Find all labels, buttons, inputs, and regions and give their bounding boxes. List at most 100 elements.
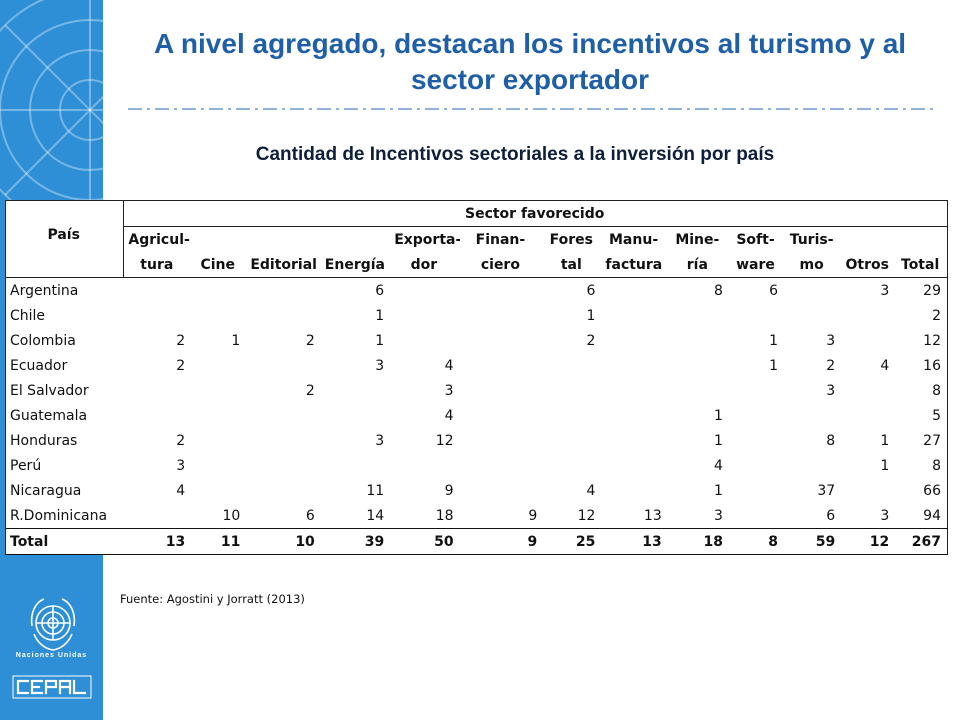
- value-cell: [460, 378, 544, 403]
- value-cell: [543, 378, 601, 403]
- value-cell: [601, 378, 667, 403]
- value-cell: [460, 403, 544, 428]
- value-cell: 6: [826, 507, 836, 524]
- value-cell: [321, 453, 390, 478]
- value-cell: 10: [246, 528, 321, 555]
- column-header-line1: Manu-: [609, 231, 659, 248]
- value-cell: [124, 503, 191, 529]
- column-header-line2: dor: [390, 252, 460, 278]
- value-cell: [668, 378, 729, 403]
- table-row: Nicaragua 4 11 9 4 1 37 66: [6, 478, 948, 503]
- value-cell: 4: [444, 357, 454, 374]
- country-cell: Perú: [10, 457, 42, 474]
- value-cell: 2: [586, 332, 596, 349]
- value-cell: [460, 478, 544, 503]
- value-cell: 1: [375, 307, 385, 324]
- value-cell: 18: [435, 507, 454, 524]
- value-cell: [321, 403, 390, 428]
- value-cell: 2: [176, 332, 186, 349]
- value-cell: 2: [176, 432, 186, 449]
- value-cell: [460, 328, 544, 353]
- value-cell: 4: [586, 482, 596, 499]
- value-cell: [601, 328, 667, 353]
- value-cell: [784, 303, 841, 328]
- value-cell: 2: [932, 307, 941, 324]
- value-cell: [784, 278, 841, 304]
- value-cell: [841, 478, 895, 503]
- value-cell: [390, 453, 459, 478]
- value-cell: 2: [826, 357, 836, 374]
- table-row: Guatemala 4 1 5: [6, 403, 948, 428]
- column-header-line1: [321, 227, 390, 253]
- value-cell: [191, 353, 246, 378]
- table-row: Honduras 2 3 12 1 8 1 27: [6, 428, 948, 453]
- value-cell: [784, 403, 841, 428]
- value-cell: 3: [880, 282, 890, 299]
- value-cell: 5: [932, 407, 941, 424]
- column-header-line2: Editorial: [246, 252, 321, 278]
- value-cell: 3: [444, 382, 454, 399]
- column-header-line2: tal: [543, 252, 602, 278]
- column-header-line2: mo: [784, 252, 842, 278]
- value-cell: 2: [176, 357, 186, 374]
- value-cell: 1: [375, 332, 385, 349]
- value-cell: 12: [435, 432, 454, 449]
- table-row: Ecuador 2 3 4 1 2 4 16: [6, 353, 948, 378]
- country-cell: Colombia: [10, 332, 76, 349]
- table-subtitle: Cantidad de Incentivos sectoriales a la …: [255, 144, 775, 165]
- value-cell: [460, 278, 544, 304]
- value-cell: [784, 453, 841, 478]
- value-cell: 11: [191, 528, 247, 555]
- value-cell: 8: [728, 528, 785, 555]
- column-header-line1: [895, 227, 947, 253]
- column-header-line2: tura: [123, 252, 192, 278]
- value-cell: 3: [375, 432, 385, 449]
- value-cell: 12: [841, 528, 896, 555]
- value-cell: 1: [769, 332, 779, 349]
- value-cell: 1: [231, 332, 241, 349]
- cepal-logo: [12, 675, 92, 699]
- country-cell: El Salvador: [10, 382, 89, 399]
- value-cell: [191, 453, 246, 478]
- page-title: A nivel agregado, destacan los incentivo…: [153, 28, 907, 95]
- value-cell: 3: [176, 457, 186, 474]
- value-cell: [729, 478, 784, 503]
- value-cell: [841, 303, 895, 328]
- value-cell: [668, 328, 729, 353]
- column-header-line2: factura: [601, 252, 668, 278]
- value-cell: [124, 378, 191, 403]
- value-cell: [729, 453, 784, 478]
- table-row: Argentina 6 6 8 6 3 29: [6, 278, 948, 304]
- value-cell: 11: [366, 482, 385, 499]
- value-cell: 50: [390, 528, 460, 555]
- value-cell: 13: [601, 528, 668, 555]
- total-row: Total 13 11 10 39 50 9 25 13 18 8 59 12 267: [5, 528, 948, 555]
- value-cell: [729, 428, 784, 453]
- value-cell: 1: [880, 457, 890, 474]
- value-cell: [601, 403, 667, 428]
- value-cell: 3: [880, 507, 890, 524]
- title-divider: [128, 108, 936, 110]
- column-header-line1: Agricul-: [128, 231, 190, 248]
- value-cell: 94: [923, 507, 941, 524]
- column-header-line1: [841, 227, 895, 253]
- column-header-line1: [191, 227, 246, 253]
- value-cell: [729, 503, 784, 529]
- country-cell: Guatemala: [10, 407, 88, 424]
- value-cell: [390, 303, 459, 328]
- value-cell: [841, 403, 895, 428]
- value-cell: [191, 303, 246, 328]
- country-cell: R.Dominicana: [10, 507, 108, 524]
- value-cell: 9: [444, 482, 454, 499]
- value-cell: 18: [667, 528, 729, 555]
- value-cell: 3: [826, 382, 836, 399]
- value-cell: 8: [714, 282, 723, 299]
- value-cell: 4: [880, 357, 890, 374]
- value-cell: 1: [714, 432, 723, 449]
- value-cell: 1: [586, 307, 596, 324]
- value-cell: [191, 278, 246, 304]
- column-header-line1: [246, 227, 320, 253]
- value-cell: [601, 478, 667, 503]
- value-cell: 4: [176, 482, 186, 499]
- value-cell: 1: [714, 407, 723, 424]
